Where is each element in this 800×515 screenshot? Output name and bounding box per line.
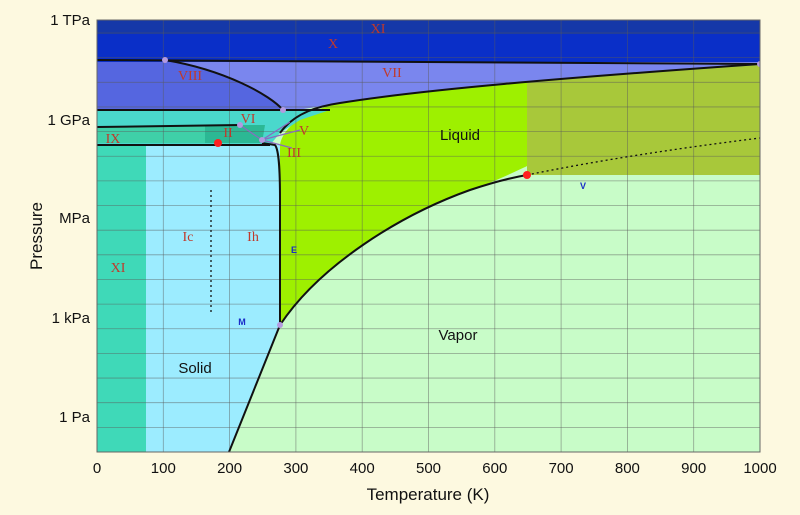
x-tick-label: 0 bbox=[93, 460, 101, 477]
ice-phase-label: XI bbox=[111, 261, 126, 276]
region-supercritical bbox=[527, 65, 760, 175]
x-tick-label: 400 bbox=[350, 460, 375, 477]
ice-phase-label: II bbox=[223, 126, 233, 141]
triple-point-marker bbox=[277, 322, 283, 328]
y-tick-label: 1 GPa bbox=[47, 112, 90, 129]
y-tick-label: 1 TPa bbox=[50, 12, 90, 29]
phase-boundaries bbox=[97, 59, 760, 452]
ice-phase-label: V bbox=[299, 124, 309, 139]
gridlines bbox=[97, 20, 760, 452]
y-tick-label: MPa bbox=[59, 210, 91, 227]
y-tick-label: 1 Pa bbox=[59, 409, 91, 426]
x-tick-label: 300 bbox=[283, 460, 308, 477]
triple-point-vi-marker bbox=[280, 107, 286, 113]
x-tick-label: 200 bbox=[217, 460, 242, 477]
boundary-liquid-top bbox=[279, 63, 760, 134]
x-tick-label: 800 bbox=[615, 460, 640, 477]
x-axis-title: Temperature (K) bbox=[367, 485, 490, 504]
ice-phase-label: III bbox=[287, 146, 301, 161]
ice-phase-label: Ih bbox=[247, 230, 259, 245]
triple-point-viii-marker bbox=[162, 57, 168, 63]
critical-point-marker bbox=[523, 171, 531, 179]
region-label: Liquid bbox=[440, 127, 480, 144]
boundary-sublimation bbox=[228, 324, 281, 452]
x-tick-labels: 0 100 200 300 400 500 600 700 800 900 1000 bbox=[93, 460, 777, 477]
x-tick-label: 1000 bbox=[743, 460, 776, 477]
region-ice-viii bbox=[97, 60, 283, 110]
boundary-vii-x bbox=[97, 59, 760, 65]
ice-phase-label: VII bbox=[382, 66, 402, 81]
triple-point-vii-marker bbox=[757, 61, 760, 67]
y-tick-label: 1 kPa bbox=[52, 310, 91, 327]
boundary-solid-liquid bbox=[261, 142, 281, 325]
region-label: Solid bbox=[178, 360, 211, 377]
y-tick-labels: 1 TPa 1 GPa MPa 1 kPa 1 Pa bbox=[47, 12, 90, 426]
ice-phase-label: XI bbox=[371, 22, 386, 37]
x-tick-label: 500 bbox=[416, 460, 441, 477]
region-liquid bbox=[280, 65, 760, 325]
point-labels: E M V bbox=[238, 181, 586, 327]
boundary-ix-ii bbox=[97, 124, 241, 128]
region-label: Vapor bbox=[439, 327, 478, 344]
y-axis-title: Pressure bbox=[27, 202, 46, 270]
point-label: E bbox=[291, 245, 297, 255]
point-label: V bbox=[580, 181, 586, 191]
region-ice-ii bbox=[205, 125, 265, 143]
ice-phase-label: Ic bbox=[183, 230, 194, 245]
ice-phase-label: IX bbox=[106, 132, 121, 147]
ice-phase-label: X bbox=[328, 37, 338, 52]
ice-ix-ii-point-marker bbox=[214, 139, 222, 147]
phase-regions bbox=[97, 20, 760, 452]
ice-phase-label: VIII bbox=[178, 69, 202, 84]
boundary-vaporization bbox=[279, 174, 528, 326]
boundary-supercritical-dotted bbox=[526, 137, 760, 176]
boundary-viii-vii bbox=[164, 59, 284, 111]
triple-point-ii-marker bbox=[259, 137, 265, 143]
x-tick-label: 100 bbox=[151, 460, 176, 477]
region-ice-ix bbox=[97, 125, 205, 143]
x-tick-label: 600 bbox=[482, 460, 507, 477]
x-tick-label: 700 bbox=[549, 460, 574, 477]
triple-point-ix-marker bbox=[237, 122, 243, 128]
plot-frame bbox=[96, 19, 761, 453]
point-label: M bbox=[238, 317, 246, 327]
region-ice-xi bbox=[97, 145, 146, 452]
triple-point-lines bbox=[239, 121, 301, 149]
region-labels: Liquid Solid Vapor bbox=[178, 127, 480, 377]
x-tick-label: 900 bbox=[681, 460, 706, 477]
ice-phase-label: VI bbox=[241, 112, 256, 127]
